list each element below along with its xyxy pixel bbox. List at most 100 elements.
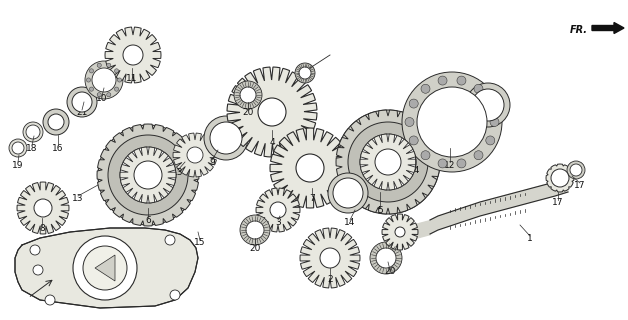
Circle shape bbox=[92, 68, 116, 92]
Circle shape bbox=[360, 134, 416, 190]
Circle shape bbox=[34, 199, 52, 217]
Circle shape bbox=[9, 139, 27, 157]
Circle shape bbox=[33, 265, 43, 275]
Circle shape bbox=[107, 93, 111, 97]
Circle shape bbox=[457, 159, 466, 168]
Circle shape bbox=[240, 87, 256, 103]
Polygon shape bbox=[105, 27, 161, 83]
Circle shape bbox=[87, 78, 90, 82]
Circle shape bbox=[409, 136, 418, 145]
Polygon shape bbox=[360, 134, 416, 190]
Circle shape bbox=[295, 63, 315, 83]
Polygon shape bbox=[120, 147, 176, 203]
Circle shape bbox=[328, 173, 368, 213]
Circle shape bbox=[438, 76, 447, 85]
Polygon shape bbox=[227, 67, 317, 157]
Text: 1: 1 bbox=[527, 234, 533, 243]
Circle shape bbox=[466, 83, 510, 127]
Circle shape bbox=[370, 242, 402, 274]
Circle shape bbox=[45, 295, 55, 305]
Circle shape bbox=[89, 69, 94, 73]
Text: 13: 13 bbox=[172, 167, 184, 177]
Text: 17: 17 bbox=[574, 180, 586, 189]
Text: 8: 8 bbox=[39, 223, 45, 233]
Polygon shape bbox=[546, 164, 574, 192]
Circle shape bbox=[12, 142, 24, 154]
Circle shape bbox=[296, 154, 324, 182]
Circle shape bbox=[97, 93, 101, 97]
Circle shape bbox=[23, 122, 43, 142]
Polygon shape bbox=[97, 124, 199, 226]
Circle shape bbox=[72, 92, 92, 112]
Circle shape bbox=[348, 122, 428, 202]
Circle shape bbox=[123, 45, 143, 65]
Circle shape bbox=[114, 69, 119, 73]
Polygon shape bbox=[336, 110, 440, 214]
Circle shape bbox=[551, 169, 569, 187]
Circle shape bbox=[258, 98, 286, 126]
Text: 20: 20 bbox=[242, 108, 254, 116]
Text: FR.: FR. bbox=[570, 25, 588, 35]
Circle shape bbox=[73, 236, 137, 300]
Text: 14: 14 bbox=[409, 165, 421, 174]
Text: 2: 2 bbox=[327, 276, 333, 284]
Circle shape bbox=[108, 135, 188, 215]
Circle shape bbox=[299, 67, 311, 79]
Text: 20: 20 bbox=[384, 268, 396, 276]
Circle shape bbox=[234, 81, 262, 109]
Circle shape bbox=[395, 227, 405, 237]
Text: 4: 4 bbox=[269, 138, 275, 147]
FancyArrow shape bbox=[592, 22, 624, 34]
Circle shape bbox=[320, 248, 340, 268]
Text: 3: 3 bbox=[275, 218, 281, 227]
Text: 18: 18 bbox=[26, 143, 38, 153]
Polygon shape bbox=[300, 228, 360, 288]
Text: 10: 10 bbox=[96, 93, 108, 102]
Circle shape bbox=[490, 117, 499, 126]
Circle shape bbox=[165, 235, 175, 245]
Text: 20: 20 bbox=[249, 244, 261, 252]
Circle shape bbox=[48, 114, 64, 130]
Circle shape bbox=[570, 164, 582, 176]
Polygon shape bbox=[173, 133, 217, 177]
Circle shape bbox=[134, 161, 162, 189]
Circle shape bbox=[117, 78, 122, 82]
Polygon shape bbox=[15, 228, 198, 308]
Circle shape bbox=[210, 122, 242, 154]
Text: 21: 21 bbox=[77, 108, 88, 116]
Text: 13: 13 bbox=[72, 194, 84, 203]
Text: 16: 16 bbox=[52, 143, 64, 153]
Circle shape bbox=[486, 136, 495, 145]
Polygon shape bbox=[17, 182, 69, 234]
Circle shape bbox=[26, 125, 40, 139]
Circle shape bbox=[375, 149, 401, 175]
Circle shape bbox=[417, 87, 487, 157]
Circle shape bbox=[30, 245, 40, 255]
Circle shape bbox=[402, 72, 502, 172]
Polygon shape bbox=[382, 214, 418, 250]
Text: 17: 17 bbox=[552, 197, 564, 206]
Circle shape bbox=[170, 290, 180, 300]
Circle shape bbox=[97, 63, 101, 67]
Text: 9: 9 bbox=[209, 157, 215, 166]
Circle shape bbox=[204, 116, 248, 160]
Text: 11: 11 bbox=[126, 74, 138, 83]
Circle shape bbox=[486, 99, 495, 108]
Text: 7: 7 bbox=[309, 194, 315, 203]
Circle shape bbox=[43, 109, 69, 135]
Text: 19: 19 bbox=[13, 161, 24, 170]
Circle shape bbox=[336, 110, 440, 214]
Circle shape bbox=[107, 63, 111, 67]
Circle shape bbox=[270, 202, 286, 218]
Circle shape bbox=[567, 161, 585, 179]
Text: 12: 12 bbox=[445, 161, 456, 170]
Circle shape bbox=[114, 87, 119, 91]
Text: 14: 14 bbox=[344, 218, 355, 227]
Circle shape bbox=[376, 248, 396, 268]
Circle shape bbox=[409, 99, 418, 108]
Polygon shape bbox=[430, 178, 568, 234]
Circle shape bbox=[83, 246, 127, 290]
Polygon shape bbox=[95, 255, 115, 281]
Circle shape bbox=[405, 117, 414, 126]
Circle shape bbox=[472, 89, 504, 121]
